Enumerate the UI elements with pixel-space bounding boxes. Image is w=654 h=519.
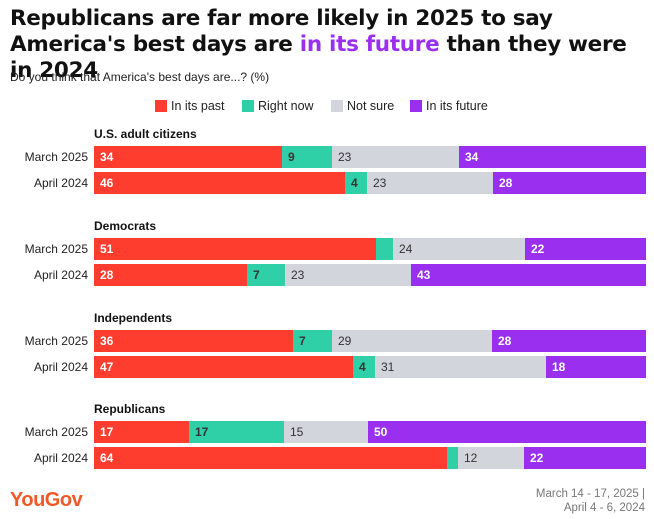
bar-segment-future: 22	[524, 447, 646, 469]
row-label: April 2024	[33, 360, 88, 374]
data-label: 28	[498, 334, 512, 348]
data-label: 4	[359, 360, 366, 374]
bar-segment-past: 28	[94, 264, 247, 286]
survey-dates-line-2: April 4 - 6, 2024	[563, 502, 645, 514]
data-label: 17	[100, 425, 114, 439]
data-label: 22	[530, 451, 544, 465]
data-label: 18	[552, 360, 566, 374]
data-label: 29	[338, 334, 352, 348]
legend-item-not-sure: Not sure	[331, 98, 394, 114]
survey-dates: March 14 - 17, 2025 | April 4 - 6, 2024	[536, 487, 645, 515]
legend-swatch-not-sure	[331, 100, 343, 112]
bar-segment-right-now	[376, 238, 393, 260]
bar-segment-future: 18	[546, 356, 646, 378]
legend-item-past: In its past	[155, 98, 225, 114]
bar-segment-past: 47	[94, 356, 353, 378]
data-label: 17	[195, 425, 209, 439]
data-label: 64	[100, 451, 114, 465]
bar-segment-right-now: 4	[353, 356, 375, 378]
bar-segment-right-now: 17	[189, 421, 284, 443]
bar-segment-future: 34	[459, 146, 646, 168]
legend-label-future: In its future	[426, 99, 488, 113]
group-title: Republicans	[94, 402, 166, 416]
bar-segment-past: 34	[94, 146, 282, 168]
row-label: March 2025	[24, 425, 88, 439]
legend-label-not-sure: Not sure	[347, 99, 395, 113]
bar-segment-past: 46	[94, 172, 345, 194]
bar-segment-not-sure: 29	[332, 330, 492, 352]
data-label: 23	[373, 176, 387, 190]
bar-segment-future: 43	[411, 264, 646, 286]
bar-segment-right-now	[447, 447, 458, 469]
data-label: 23	[291, 268, 305, 282]
data-label: 46	[100, 176, 114, 190]
bar-segment-future: 50	[368, 421, 646, 443]
bar-segment-right-now: 9	[282, 146, 332, 168]
chart-title: Republicans are far more likely in 2025 …	[10, 6, 650, 84]
bar-segment-not-sure: 12	[458, 447, 524, 469]
row-label: April 2024	[33, 451, 88, 465]
bar-segment-past: 51	[94, 238, 376, 260]
bar-segment-future: 28	[492, 330, 646, 352]
legend-label-past: In its past	[171, 99, 225, 113]
bar-segment-not-sure: 31	[375, 356, 546, 378]
bar-segment-not-sure: 15	[284, 421, 368, 443]
group-title: U.S. adult citizens	[94, 127, 197, 141]
chart-legend: In its past Right now Not sure In its futur…	[0, 98, 654, 114]
chart-subtitle: Do you think that America's best days ar…	[10, 70, 270, 84]
data-label: 12	[464, 451, 478, 465]
survey-dates-line-1: March 14 - 17, 2025 |	[535, 488, 645, 500]
title-part-1: Republicans are far more likely in 2025 …	[10, 6, 553, 57]
data-label: 31	[381, 360, 395, 374]
title-highlight: in its future	[299, 32, 440, 57]
title-part-2: than they were in 2024	[10, 32, 627, 83]
group-title: Independents	[94, 311, 173, 325]
bar-segment-not-sure: 24	[393, 238, 525, 260]
bar-segment-past: 36	[94, 330, 293, 352]
data-label: 43	[417, 268, 431, 282]
data-label: 7	[253, 268, 260, 282]
row-label: March 2025	[24, 150, 88, 164]
data-label: 50	[374, 425, 388, 439]
bar-segment-past: 64	[94, 447, 447, 469]
data-label: 4	[351, 176, 358, 190]
data-label: 51	[100, 242, 114, 256]
legend-swatch-future	[410, 100, 422, 112]
group-title: Democrats	[94, 219, 157, 233]
row-label: March 2025	[24, 242, 88, 256]
row-label: April 2024	[33, 176, 88, 190]
data-label: 15	[290, 425, 304, 439]
data-label: 9	[288, 150, 295, 164]
row-label: March 2025	[24, 334, 88, 348]
data-label: 28	[100, 268, 114, 282]
legend-swatch-past	[155, 100, 167, 112]
bar-segment-future: 22	[525, 238, 646, 260]
bar-segment-right-now: 4	[345, 172, 367, 194]
data-label: 22	[531, 242, 545, 256]
data-label: 23	[338, 150, 352, 164]
legend-item-right-now: Right now	[242, 98, 314, 114]
data-label: 34	[465, 150, 479, 164]
yougov-logo: YouGov	[10, 489, 83, 511]
legend-label-right-now: Right now	[258, 99, 314, 113]
data-label: 28	[499, 176, 513, 190]
data-label: 34	[100, 150, 114, 164]
legend-swatch-right-now	[242, 100, 254, 112]
bar-segment-right-now: 7	[293, 330, 332, 352]
data-label: 36	[100, 334, 114, 348]
bar-segment-not-sure: 23	[332, 146, 459, 168]
bar-segment-not-sure: 23	[285, 264, 411, 286]
data-label: 24	[399, 242, 413, 256]
bar-segment-past: 17	[94, 421, 189, 443]
bar-segment-future: 28	[493, 172, 646, 194]
row-label: April 2024	[33, 268, 88, 282]
bar-segment-not-sure: 23	[367, 172, 493, 194]
legend-item-future: In its future	[410, 98, 488, 114]
data-label: 7	[299, 334, 306, 348]
data-label: 47	[100, 360, 114, 374]
bar-segment-right-now: 7	[247, 264, 285, 286]
